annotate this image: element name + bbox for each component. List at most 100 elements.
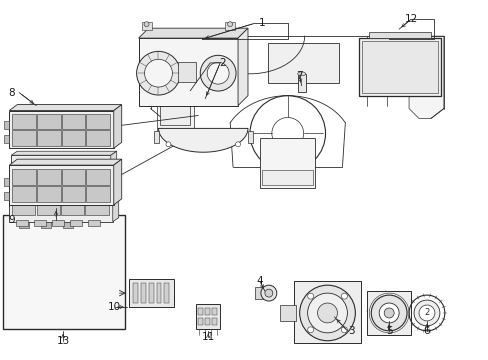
Bar: [155, 43, 197, 93]
Bar: [254, 287, 263, 299]
Circle shape: [341, 293, 346, 299]
Polygon shape: [238, 28, 247, 105]
Bar: [156, 283, 161, 303]
Bar: [85, 199, 108, 215]
Bar: [178, 62, 196, 82]
Circle shape: [264, 289, 272, 297]
Bar: [212, 318, 217, 325]
Bar: [205, 308, 210, 315]
Bar: [84, 162, 106, 179]
Bar: [141, 283, 145, 303]
Polygon shape: [114, 159, 122, 205]
Circle shape: [370, 295, 406, 331]
Bar: [260, 138, 314, 188]
Text: 2: 2: [424, 309, 428, 318]
Bar: [41, 222, 51, 228]
Bar: [224, 22, 235, 30]
Bar: [37, 199, 60, 215]
Circle shape: [207, 62, 228, 84]
Circle shape: [227, 22, 232, 27]
Circle shape: [307, 293, 313, 299]
Bar: [293, 281, 361, 343]
Bar: [212, 308, 217, 315]
Bar: [128, 279, 174, 307]
Bar: [38, 162, 60, 179]
Bar: [247, 131, 252, 143]
Bar: [359, 38, 440, 96]
Bar: [297, 74, 305, 92]
Bar: [12, 130, 36, 146]
Bar: [70, 220, 82, 226]
Bar: [63, 222, 73, 228]
Bar: [196, 304, 220, 329]
Bar: [61, 186, 85, 202]
Circle shape: [418, 305, 434, 321]
Bar: [262, 170, 312, 185]
Polygon shape: [9, 188, 119, 192]
Text: 13: 13: [56, 336, 69, 346]
Text: 3: 3: [347, 326, 354, 336]
Bar: [368, 32, 430, 38]
Circle shape: [235, 142, 240, 147]
Bar: [4, 178, 9, 186]
Bar: [205, 318, 210, 325]
Ellipse shape: [297, 72, 305, 76]
Circle shape: [136, 51, 180, 95]
Text: 7: 7: [296, 71, 303, 81]
Circle shape: [307, 327, 313, 333]
Bar: [142, 22, 151, 30]
Polygon shape: [113, 188, 119, 222]
Bar: [37, 168, 61, 185]
Circle shape: [384, 308, 393, 318]
Polygon shape: [408, 36, 443, 118]
Bar: [86, 168, 110, 185]
Bar: [9, 165, 114, 205]
Bar: [3, 215, 124, 329]
Circle shape: [144, 59, 172, 87]
Bar: [19, 222, 29, 228]
Bar: [198, 308, 203, 315]
Polygon shape: [158, 129, 247, 152]
Bar: [366, 291, 410, 335]
Circle shape: [307, 293, 346, 333]
Bar: [138, 38, 238, 105]
Bar: [52, 220, 64, 226]
Bar: [37, 186, 61, 202]
Polygon shape: [138, 28, 247, 38]
Bar: [16, 220, 28, 226]
Bar: [34, 220, 46, 226]
Bar: [61, 114, 85, 129]
Text: 6: 6: [423, 326, 429, 336]
Bar: [4, 192, 9, 200]
Bar: [65, 185, 75, 191]
Bar: [9, 111, 114, 148]
Circle shape: [341, 327, 346, 333]
Bar: [86, 130, 110, 146]
Text: 8: 8: [8, 88, 15, 98]
Circle shape: [165, 142, 171, 147]
Text: 12: 12: [404, 14, 417, 24]
Bar: [12, 199, 36, 215]
Bar: [12, 186, 36, 202]
Bar: [4, 135, 9, 143]
Circle shape: [200, 55, 236, 91]
Bar: [164, 283, 169, 303]
Bar: [362, 41, 437, 93]
Circle shape: [299, 285, 355, 341]
Bar: [132, 283, 137, 303]
Bar: [21, 185, 31, 191]
Circle shape: [379, 303, 398, 323]
Text: 11: 11: [201, 332, 214, 342]
Bar: [86, 114, 110, 129]
Bar: [12, 168, 36, 185]
Bar: [198, 318, 203, 325]
Bar: [61, 130, 85, 146]
Text: 2: 2: [218, 58, 225, 68]
Bar: [61, 168, 85, 185]
Circle shape: [144, 22, 149, 27]
Bar: [43, 185, 53, 191]
Bar: [14, 162, 37, 179]
Text: 5: 5: [385, 326, 392, 336]
Bar: [61, 199, 84, 215]
Bar: [61, 162, 83, 179]
